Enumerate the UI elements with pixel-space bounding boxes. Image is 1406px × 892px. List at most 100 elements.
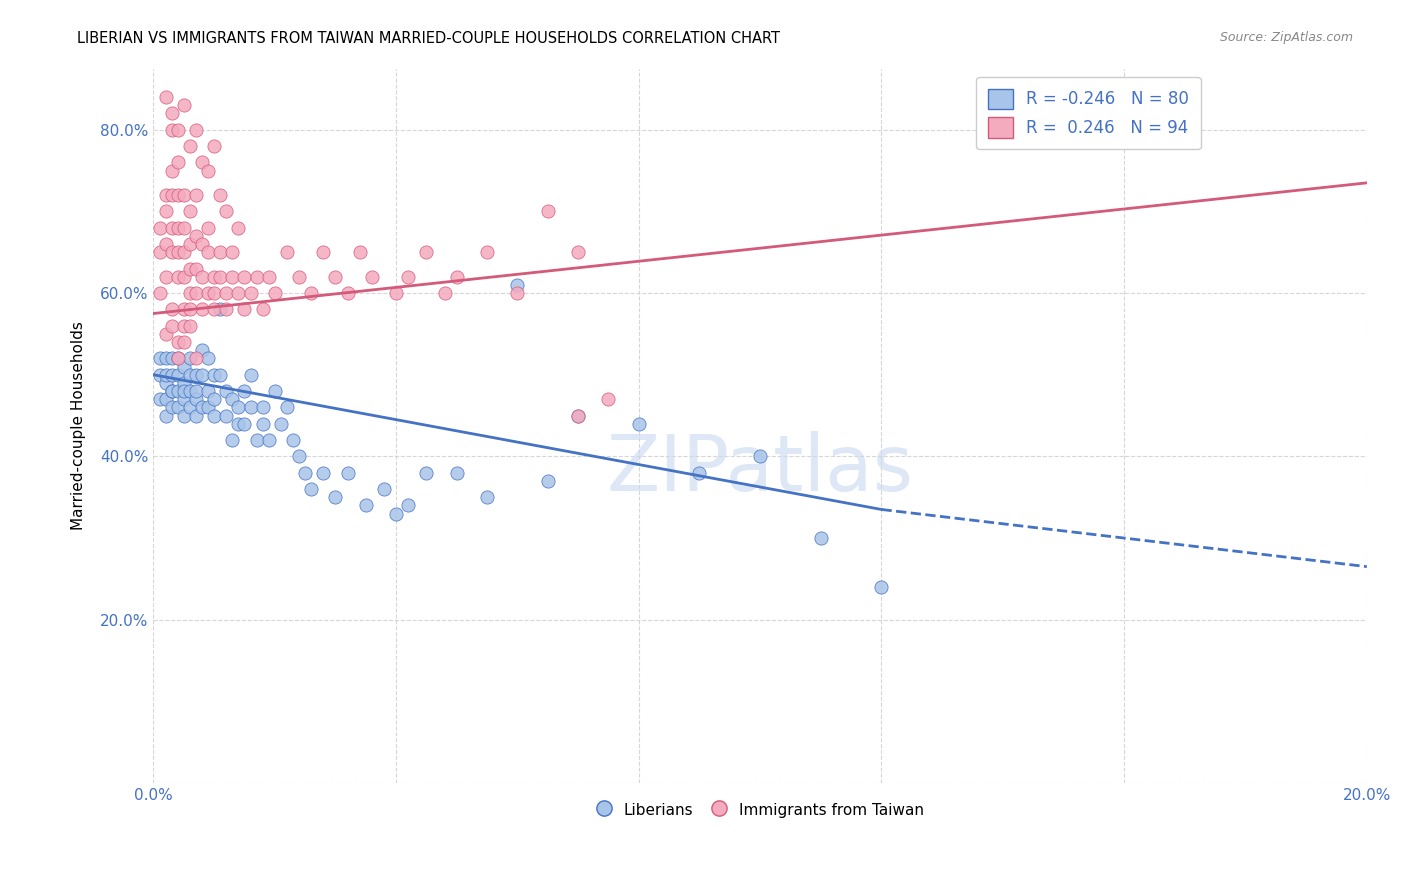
Point xyxy=(252,417,274,431)
Point xyxy=(221,392,243,407)
Point xyxy=(312,245,335,260)
Point xyxy=(288,269,311,284)
Point xyxy=(689,466,711,480)
Point xyxy=(155,376,177,390)
Point xyxy=(191,302,214,317)
Point xyxy=(215,204,238,219)
Point xyxy=(263,286,285,301)
Point xyxy=(221,245,243,260)
Point xyxy=(312,466,335,480)
Point xyxy=(173,188,195,202)
Point xyxy=(160,220,183,235)
Point xyxy=(155,326,177,341)
Point xyxy=(160,163,183,178)
Point xyxy=(299,482,322,496)
Point xyxy=(160,368,183,382)
Point xyxy=(155,237,177,252)
Point xyxy=(166,155,188,169)
Point xyxy=(184,122,207,136)
Point xyxy=(627,417,650,431)
Point xyxy=(191,401,214,415)
Point xyxy=(221,269,243,284)
Point xyxy=(184,228,207,243)
Point xyxy=(155,204,177,219)
Point xyxy=(215,409,238,423)
Point xyxy=(173,334,195,349)
Point xyxy=(148,392,170,407)
Point xyxy=(179,261,201,276)
Point xyxy=(336,466,359,480)
Point xyxy=(385,286,408,301)
Point xyxy=(288,450,311,464)
Point xyxy=(173,409,195,423)
Point xyxy=(246,269,269,284)
Point xyxy=(155,188,177,202)
Point xyxy=(228,286,250,301)
Point xyxy=(475,490,498,504)
Point xyxy=(263,384,285,398)
Point xyxy=(166,122,188,136)
Point xyxy=(252,401,274,415)
Point xyxy=(197,384,219,398)
Point xyxy=(160,384,183,398)
Point xyxy=(197,401,219,415)
Point xyxy=(209,245,232,260)
Point xyxy=(209,302,232,317)
Point xyxy=(270,417,292,431)
Point xyxy=(276,401,298,415)
Point xyxy=(166,245,188,260)
Point xyxy=(160,302,183,317)
Point xyxy=(294,466,316,480)
Point xyxy=(810,531,832,545)
Point xyxy=(173,98,195,112)
Point xyxy=(166,368,188,382)
Point xyxy=(166,351,188,366)
Point xyxy=(191,155,214,169)
Point xyxy=(148,245,170,260)
Point xyxy=(202,139,225,153)
Point xyxy=(396,499,419,513)
Point xyxy=(191,237,214,252)
Point xyxy=(166,351,188,366)
Point xyxy=(415,466,437,480)
Point xyxy=(202,368,225,382)
Point xyxy=(202,392,225,407)
Point xyxy=(166,188,188,202)
Point xyxy=(179,351,201,366)
Point xyxy=(567,245,589,260)
Point xyxy=(537,204,560,219)
Point xyxy=(155,368,177,382)
Legend: Liberians, Immigrants from Taiwan: Liberians, Immigrants from Taiwan xyxy=(591,795,931,825)
Point xyxy=(257,269,280,284)
Point xyxy=(257,433,280,447)
Point xyxy=(299,286,322,301)
Point xyxy=(173,376,195,390)
Point xyxy=(179,368,201,382)
Point xyxy=(179,318,201,333)
Point xyxy=(173,384,195,398)
Point xyxy=(233,269,256,284)
Point xyxy=(197,286,219,301)
Point xyxy=(276,245,298,260)
Point xyxy=(191,368,214,382)
Point xyxy=(228,401,250,415)
Point xyxy=(385,507,408,521)
Point xyxy=(446,269,468,284)
Point xyxy=(184,188,207,202)
Point xyxy=(396,269,419,284)
Point xyxy=(233,384,256,398)
Point xyxy=(598,392,620,407)
Point xyxy=(537,474,560,488)
Point xyxy=(173,220,195,235)
Point xyxy=(567,409,589,423)
Point xyxy=(155,269,177,284)
Point xyxy=(228,220,250,235)
Point xyxy=(870,580,893,594)
Text: Source: ZipAtlas.com: Source: ZipAtlas.com xyxy=(1219,31,1353,45)
Point xyxy=(155,392,177,407)
Point xyxy=(184,261,207,276)
Point xyxy=(173,392,195,407)
Point xyxy=(361,269,384,284)
Point xyxy=(281,433,304,447)
Point xyxy=(184,384,207,398)
